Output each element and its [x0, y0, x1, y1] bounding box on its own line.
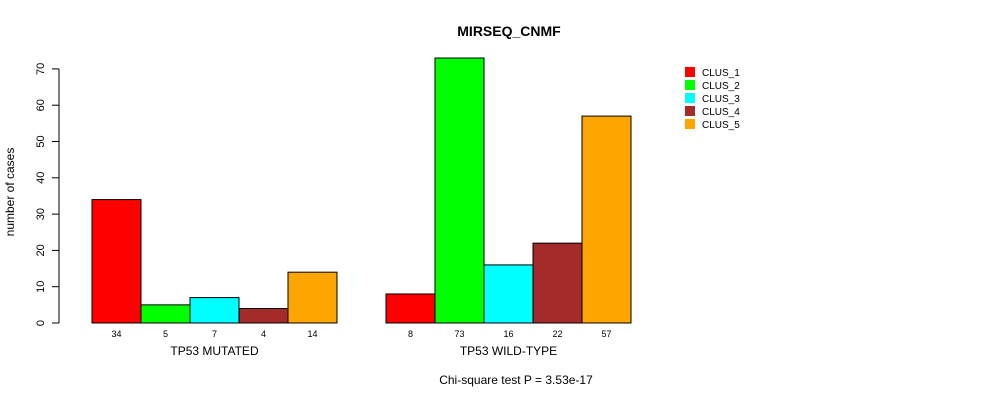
chart-title: MIRSEQ_CNMF: [457, 23, 561, 39]
bar-2-clus_1: [385, 293, 436, 324]
bar-value-label-2-4: 22: [552, 329, 562, 339]
legend-swatch-3: [685, 93, 695, 103]
legend-label-3: CLUS_3: [702, 94, 740, 105]
bar-value-label-1-3: 7: [212, 329, 217, 339]
legend-label-1: CLUS_1: [702, 68, 740, 79]
bar-1-clus_5: [287, 271, 338, 324]
bar-1-clus_4: [238, 307, 289, 324]
group-label-1: TP53 MUTATED: [170, 344, 259, 358]
bar-value-label-2-5: 57: [601, 329, 611, 339]
test-footnote: Chi-square test P = 3.53e-17: [439, 373, 593, 387]
bar-value-label-2-1: 8: [408, 329, 413, 339]
y-axis-label: number of cases: [3, 148, 17, 237]
legend-swatch-1: [685, 67, 695, 77]
bar-2-clus_3: [483, 264, 534, 324]
y-tick-label-30: 30: [35, 208, 47, 220]
legend-swatch-4: [685, 106, 695, 116]
legend-label-5: CLUS_5: [702, 120, 740, 131]
bar-2-clus_5: [581, 115, 632, 324]
group-label-2: TP53 WILD-TYPE: [460, 344, 557, 358]
legend: CLUS_1 CLUS_2 CLUS_3 CLUS_4 CLUS_5: [685, 67, 740, 131]
bars: [91, 57, 632, 324]
bar-value-label-1-2: 5: [163, 329, 168, 339]
bar-value-label-1-1: 34: [111, 329, 121, 339]
y-tick-label-50: 50: [35, 135, 47, 147]
legend-swatch-2: [685, 80, 695, 90]
y-tick-label-10: 10: [35, 281, 47, 293]
bar-1-clus_3: [189, 297, 240, 324]
bar-1-clus_2: [140, 304, 191, 324]
y-tick-label-70: 70: [35, 63, 47, 75]
legend-label-4: CLUS_4: [702, 107, 740, 118]
y-tick-label-0: 0: [35, 320, 47, 326]
bar-value-labels: 34 5 7 4 14 8 73 16 22 57: [111, 329, 611, 339]
group-labels: TP53 MUTATED TP53 WILD-TYPE: [170, 344, 557, 358]
legend-swatch-5: [685, 119, 695, 129]
bar-value-label-1-5: 14: [307, 329, 317, 339]
bar-value-label-1-4: 4: [261, 329, 266, 339]
bar-value-label-2-3: 16: [503, 329, 513, 339]
y-tick-label-20: 20: [35, 244, 47, 256]
bar-value-label-2-2: 73: [454, 329, 464, 339]
bar-2-clus_4: [532, 242, 583, 324]
legend-label-2: CLUS_2: [702, 81, 740, 92]
y-tick-label-60: 60: [35, 99, 47, 111]
bar-1-clus_1: [91, 199, 142, 324]
y-axis: 0 10 20 30 40 50 60 70: [35, 63, 60, 326]
y-tick-label-40: 40: [35, 172, 47, 184]
bar-2-clus_2: [434, 57, 485, 324]
